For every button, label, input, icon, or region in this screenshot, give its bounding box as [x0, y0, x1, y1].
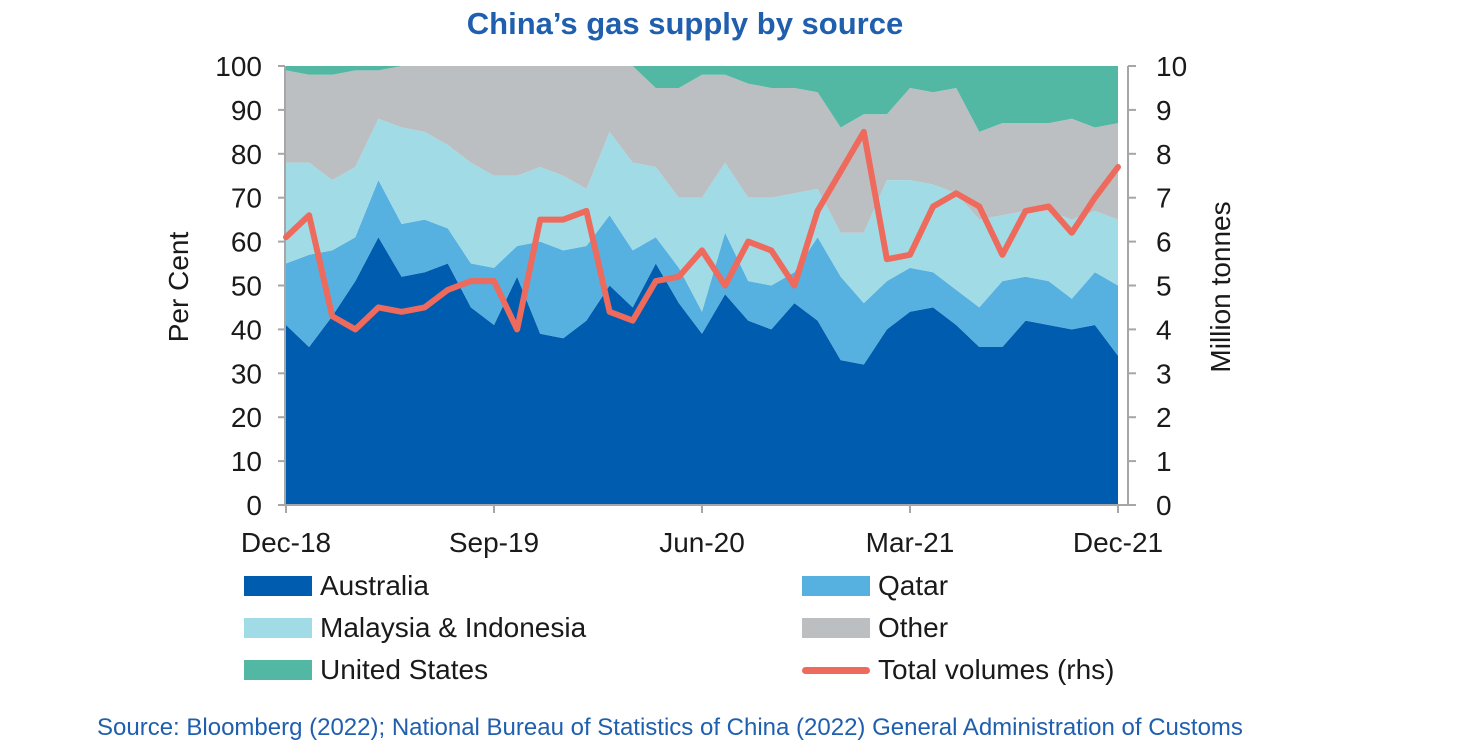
chart-title: China’s gas supply by source [466, 6, 904, 41]
source-note: Source: Bloomberg (2022); National Burea… [97, 714, 1243, 741]
legend-label: Other [878, 612, 949, 643]
y2-tick-label: 1 [1156, 446, 1172, 477]
legend-swatch [244, 576, 312, 596]
legend-item-qatar: Qatar [802, 568, 948, 604]
y2-tick-label: 3 [1156, 358, 1172, 389]
y-tick-label: 90 [231, 95, 262, 126]
area-malaysia-indonesia [286, 118, 1118, 312]
legend-item-total-volumes-rhs: Total volumes (rhs) [802, 652, 1115, 688]
axes: 0 10 20 30 40 50 60 70 80 90 100 0 1 2 3 4 5 6 7 8 9 10 Dec-18… [215, 51, 1187, 558]
y-axis-label: Per Cent [163, 232, 194, 343]
y-tick-label: 100 [215, 51, 262, 82]
x-tick-label: Mar-21 [866, 527, 955, 558]
y-tick-label: 50 [231, 271, 262, 302]
x-tick-label: Jun-20 [659, 527, 745, 558]
y2-tick-label: 6 [1156, 227, 1172, 258]
x-tick-label: Dec-21 [1073, 527, 1163, 558]
x-tick-label: Sep-19 [449, 527, 539, 558]
y-tick-label: 20 [231, 402, 262, 433]
y-tick-label: 30 [231, 358, 262, 389]
legend-swatch [244, 618, 312, 638]
y2-tick-label: 5 [1156, 271, 1172, 302]
area-other [286, 66, 1118, 233]
legend-swatch [802, 576, 870, 596]
legend-swatch [244, 660, 312, 680]
legend-label: Australia [320, 570, 429, 601]
legend-item-malaysia-indonesia: Malaysia & Indonesia [244, 610, 586, 646]
y2-axis-label: Million tonnes [1205, 201, 1236, 372]
total-volume-layer [283, 128, 1121, 333]
y2-tick-label: 0 [1156, 490, 1172, 521]
y2-tick-label: 2 [1156, 402, 1172, 433]
area-united-states [286, 66, 1118, 132]
legend-label: Malaysia & Indonesia [320, 612, 587, 643]
y2-tick-label: 9 [1156, 95, 1172, 126]
y-tick-label: 60 [231, 227, 262, 258]
x-tick-label: Dec-18 [241, 527, 331, 558]
legend-item-other: Other [802, 610, 948, 646]
y-tick-label: 70 [231, 183, 262, 214]
y2-tick-label: 7 [1156, 183, 1172, 214]
legend-swatch [802, 666, 870, 674]
area-australia [286, 237, 1118, 505]
y2-tick-label: 8 [1156, 139, 1172, 170]
y-tick-label: 0 [246, 490, 262, 521]
y2-tick-label: 10 [1156, 51, 1187, 82]
legend-item-australia: Australia [244, 568, 429, 604]
legend-label: Qatar [878, 570, 949, 601]
stacked-areas [286, 66, 1118, 505]
y-tick-label: 40 [231, 314, 262, 345]
y-tick-label: 10 [231, 446, 262, 477]
legend-label: United States [320, 654, 489, 685]
legend-label: Total volumes (rhs) [878, 654, 1115, 685]
y-tick-label: 80 [231, 139, 262, 170]
legend-item-united-states: United States [244, 652, 488, 688]
area-qatar [286, 180, 1118, 365]
y2-tick-label: 4 [1156, 314, 1172, 345]
legend-swatch [802, 618, 870, 638]
